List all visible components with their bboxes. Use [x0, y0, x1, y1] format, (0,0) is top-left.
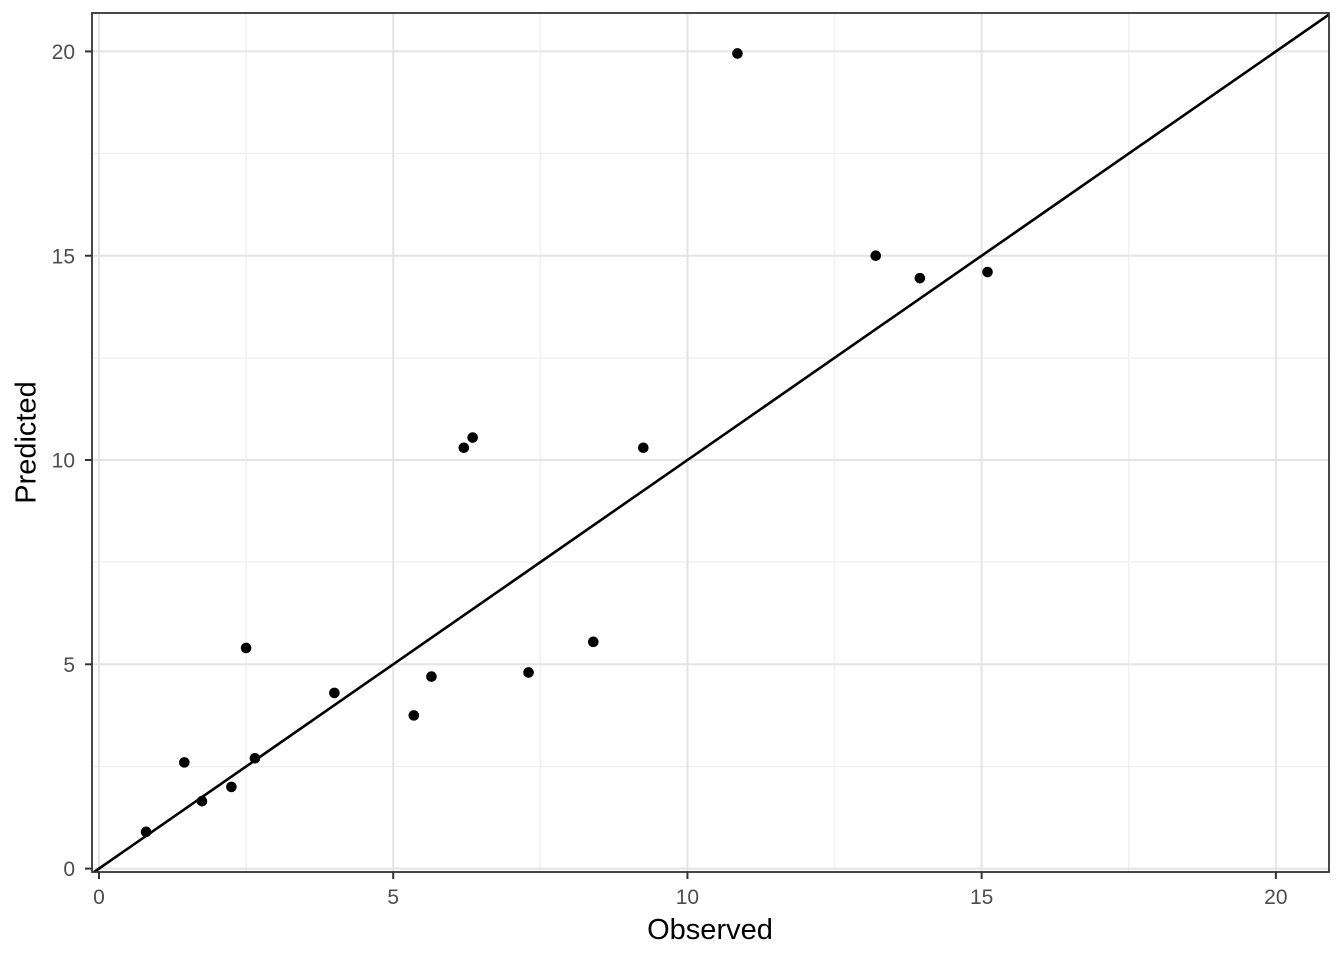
y-tick-label: 20	[52, 41, 75, 64]
data-point	[982, 266, 993, 278]
data-point	[914, 272, 926, 284]
data-point	[329, 687, 340, 699]
x-tick-label: 10	[676, 886, 699, 909]
y-tick-label: 10	[52, 450, 75, 473]
identity-line	[93, 13, 1330, 874]
data-point	[408, 710, 420, 721]
y-tick-label: 5	[63, 654, 75, 677]
data-point	[523, 667, 534, 678]
y-axis-title: Predicted	[10, 381, 43, 504]
data-point	[140, 826, 152, 838]
x-axis-title: Observed	[647, 914, 773, 946]
data-point	[426, 671, 437, 682]
data-point	[638, 442, 649, 454]
data-point	[732, 48, 743, 59]
data-point	[467, 432, 478, 443]
data-point	[179, 757, 190, 768]
data-point	[196, 795, 208, 807]
data-point	[249, 752, 261, 764]
x-tick-label: 20	[1264, 886, 1287, 909]
data-point	[870, 250, 882, 262]
panel-border	[91, 12, 1330, 873]
x-tick-label: 15	[970, 886, 993, 909]
data-point	[226, 781, 237, 793]
x-tick-label: 5	[387, 886, 399, 909]
data-point	[240, 642, 252, 654]
data-point	[587, 636, 599, 648]
x-tick-label: 0	[93, 886, 105, 909]
y-tick-label: 15	[52, 245, 75, 268]
data-point	[458, 442, 470, 454]
y-tick-label: 0	[63, 858, 75, 881]
